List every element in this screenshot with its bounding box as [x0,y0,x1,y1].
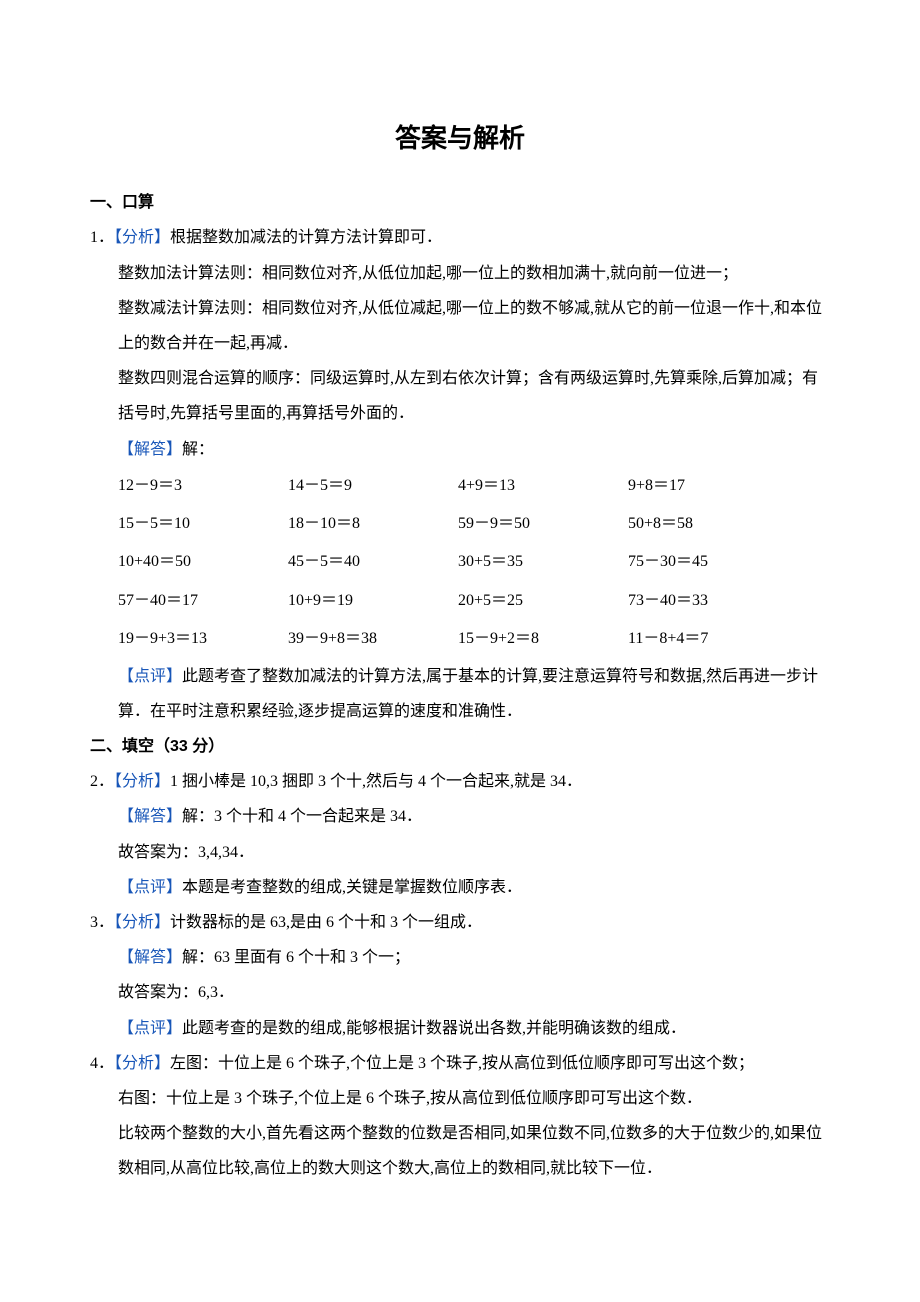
q4-analysis-l3: 比较两个整数的大小,首先看这两个整数的位数是否相同,如果位数不同,位数多的大于位… [90,1116,830,1186]
q2-analysis: 1 捆小棒是 10,3 捆即 3 个十,然后与 4 个一合起来,就是 34． [170,773,582,790]
cell: 10+40＝50 [118,543,288,581]
cell: 59－9＝50 [458,505,628,543]
q1-num: 1． [90,229,114,246]
q3-line1: 3．【分析】计数器标的是 63,是由 6 个十和 3 个一组成． [90,905,830,940]
cell: 57－40＝17 [118,582,288,620]
analysis-tag: 【分析】 [114,914,170,931]
analysis-tag: 【分析】 [114,229,170,246]
q2-answer: 故答案为：3,4,34． [90,835,830,870]
q3-answer: 故答案为：6,3． [90,975,830,1010]
q2-comment: 【点评】本题是考查整数的组成,关键是掌握数位顺序表． [90,870,830,905]
comment-tag: 【点评】 [118,879,182,896]
cell: 75－30＝45 [628,543,798,581]
cell: 73－40＝33 [628,582,798,620]
cell: 12－9＝3 [118,467,288,505]
q4-num: 4． [90,1055,114,1072]
q4-analysis-l2: 右图：十位上是 3 个珠子,个位上是 6 个珠子,按从高位到低位顺序即可写出这个… [90,1081,830,1116]
cell: 15－9+2＝8 [458,620,628,658]
analysis-tag: 【分析】 [114,773,170,790]
page: 答案与解析 一、口算 1．【分析】根据整数加减法的计算方法计算即可． 整数加法计… [0,0,920,1302]
q3-comment-text: 此题考查的是数的组成,能够根据计数器说出各数,并能明确该数的组成． [182,1020,686,1037]
q3-num: 3． [90,914,114,931]
q3-comment: 【点评】此题考查的是数的组成,能够根据计数器说出各数,并能明确该数的组成． [90,1011,830,1046]
comment-tag: 【点评】 [118,668,182,685]
cell: 4+9＝13 [458,467,628,505]
cell: 19－9+3＝13 [118,620,288,658]
q3-solve: 【解答】解：63 里面有 6 个十和 3 个一； [90,940,830,975]
q2-solve-text: 解：3 个十和 4 个一合起来是 34． [182,808,422,825]
q4-analysis-l1: 左图：十位上是 6 个珠子,个位上是 3 个珠子,按从高位到低位顺序即可写出这个… [170,1055,754,1072]
q1-analysis-l4: 整数四则混合运算的顺序：同级运算时,从左到右依次计算；含有两级运算时,先算乘除,… [90,361,830,431]
cell: 18－10＝8 [288,505,458,543]
q4-line1: 4．【分析】左图：十位上是 6 个珠子,个位上是 3 个珠子,按从高位到低位顺序… [90,1046,830,1081]
solve-tag: 【解答】 [118,949,182,966]
cell: 10+9＝19 [288,582,458,620]
solve-tag: 【解答】 [118,441,182,458]
solve-tag: 【解答】 [118,808,182,825]
cell: 11－8+4＝7 [628,620,798,658]
q2-num: 2． [90,773,114,790]
cell: 30+5＝35 [458,543,628,581]
cell: 15－5＝10 [118,505,288,543]
q1-line1: 1．【分析】根据整数加减法的计算方法计算即可． [90,220,830,255]
q1-analysis-l3: 整数减法计算法则：相同数位对齐,从低位减起,哪一位上的数不够减,就从它的前一位退… [90,291,830,361]
cell: 45－5＝40 [288,543,458,581]
cell: 9+8＝17 [628,467,798,505]
q1-comment-line: 【点评】此题考查了整数加减法的计算方法,属于基本的计算,要注意运算符号和数据,然… [90,659,830,729]
section-2-heading: 二、填空（33 分） [90,729,830,764]
q1-comment: 此题考查了整数加减法的计算方法,属于基本的计算,要注意运算符号和数据,然后再进一… [118,668,818,720]
q2-comment-text: 本题是考查整数的组成,关键是掌握数位顺序表． [182,879,522,896]
q1-solve-line: 【解答】解： [90,432,830,467]
q2-line1: 2．【分析】1 捆小棒是 10,3 捆即 3 个十,然后与 4 个一合起来,就是… [90,764,830,799]
cell: 14－5＝9 [288,467,458,505]
cell: 50+8＝58 [628,505,798,543]
q1-solve-intro: 解： [182,441,214,458]
q2-solve: 【解答】解：3 个十和 4 个一合起来是 34． [90,799,830,834]
cell: 20+5＝25 [458,582,628,620]
q3-analysis: 计数器标的是 63,是由 6 个十和 3 个一组成． [170,914,482,931]
calc-grid: 12－9＝3 14－5＝9 4+9＝13 9+8＝17 15－5＝10 18－1… [90,467,830,659]
section-1-heading: 一、口算 [90,185,830,220]
q1-analysis-l1: 根据整数加减法的计算方法计算即可． [170,229,442,246]
q3-solve-text: 解：63 里面有 6 个十和 3 个一； [182,949,410,966]
q1-analysis-l2: 整数加法计算法则：相同数位对齐,从低位加起,哪一位上的数相加满十,就向前一位进一… [90,256,830,291]
comment-tag: 【点评】 [118,1020,182,1037]
analysis-tag: 【分析】 [114,1055,170,1072]
page-title: 答案与解析 [90,110,830,167]
cell: 39－9+8＝38 [288,620,458,658]
